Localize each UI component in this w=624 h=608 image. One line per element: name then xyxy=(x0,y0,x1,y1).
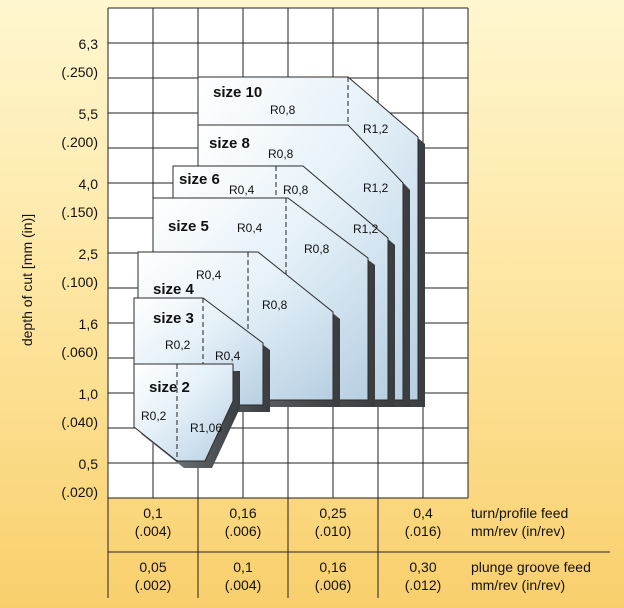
series-label-size-2: size 2 xyxy=(149,379,190,396)
x-tick-label: 0,16 (.006) xyxy=(224,505,262,539)
radius-label: R1,2 xyxy=(363,122,389,136)
radius-label: R0,4 xyxy=(215,349,241,363)
y-tick-label: 6,3 xyxy=(78,36,98,52)
radius-label: R0,4 xyxy=(196,268,222,282)
radius-label: R0,8 xyxy=(262,298,288,312)
y-tick-label: 1,6 xyxy=(78,316,98,332)
x-tick-label: 0,25 (.010) xyxy=(314,505,352,539)
y-tick-label: 0,5 xyxy=(78,456,98,472)
radius-label: R1,2 xyxy=(353,222,379,236)
series-label-size-8: size 8 xyxy=(209,135,250,152)
y-tick-label-imperial: (.150) xyxy=(61,204,98,220)
radius-label: R0,4 xyxy=(229,183,255,197)
y-tick-label: 2,5 xyxy=(78,246,98,262)
y-tick-label: 4,0 xyxy=(78,176,98,192)
y-tick-label-imperial: (.020) xyxy=(61,484,98,500)
series-label-size-10: size 10 xyxy=(213,84,262,101)
radius-label: R0,8 xyxy=(283,183,309,197)
radius-label: R0,2 xyxy=(165,338,191,352)
radius-label: R0,8 xyxy=(304,242,330,256)
x-axis-label: plunge groove feed mm/rev (in/rev) xyxy=(471,559,591,593)
x-tick-label: 0,1 (.004) xyxy=(134,505,172,539)
x-tick-label: 0,1 (.004) xyxy=(224,559,262,593)
radius-label: R0,4 xyxy=(237,221,263,235)
series-label-size-3: size 3 xyxy=(153,310,194,327)
y-tick-label: 1,0 xyxy=(78,386,98,402)
x-axis-label: turn/profile feed mm/rev (in/rev) xyxy=(471,505,569,539)
radius-label: R0,8 xyxy=(268,147,294,161)
x-tick-label: 0,05 (.002) xyxy=(134,559,172,593)
y-tick-label-imperial: (.200) xyxy=(61,134,98,150)
x-tick-label: 0,16 (.006) xyxy=(314,559,352,593)
series-label-size-6: size 6 xyxy=(179,171,220,188)
radius-label: R1,06 xyxy=(190,421,222,435)
radius-label: R0,2 xyxy=(141,409,167,423)
series-label-size-4: size 4 xyxy=(153,281,195,298)
shape-size-2 xyxy=(133,363,234,462)
radius-label: R0,8 xyxy=(270,103,296,117)
y-tick-label-imperial: (.060) xyxy=(61,344,98,360)
radius-label: R1,2 xyxy=(363,181,389,195)
series-label-size-5: size 5 xyxy=(168,218,209,235)
y-tick-label-imperial: (.100) xyxy=(61,274,98,290)
x-tick-label: 0,4 (.016) xyxy=(404,505,442,539)
y-tick-label: 5,5 xyxy=(78,106,98,122)
y-tick-label-imperial: (.250) xyxy=(61,64,98,80)
x-tick-label: 0,30 (.012) xyxy=(404,559,442,593)
y-tick-label-imperial: (.040) xyxy=(61,414,98,430)
